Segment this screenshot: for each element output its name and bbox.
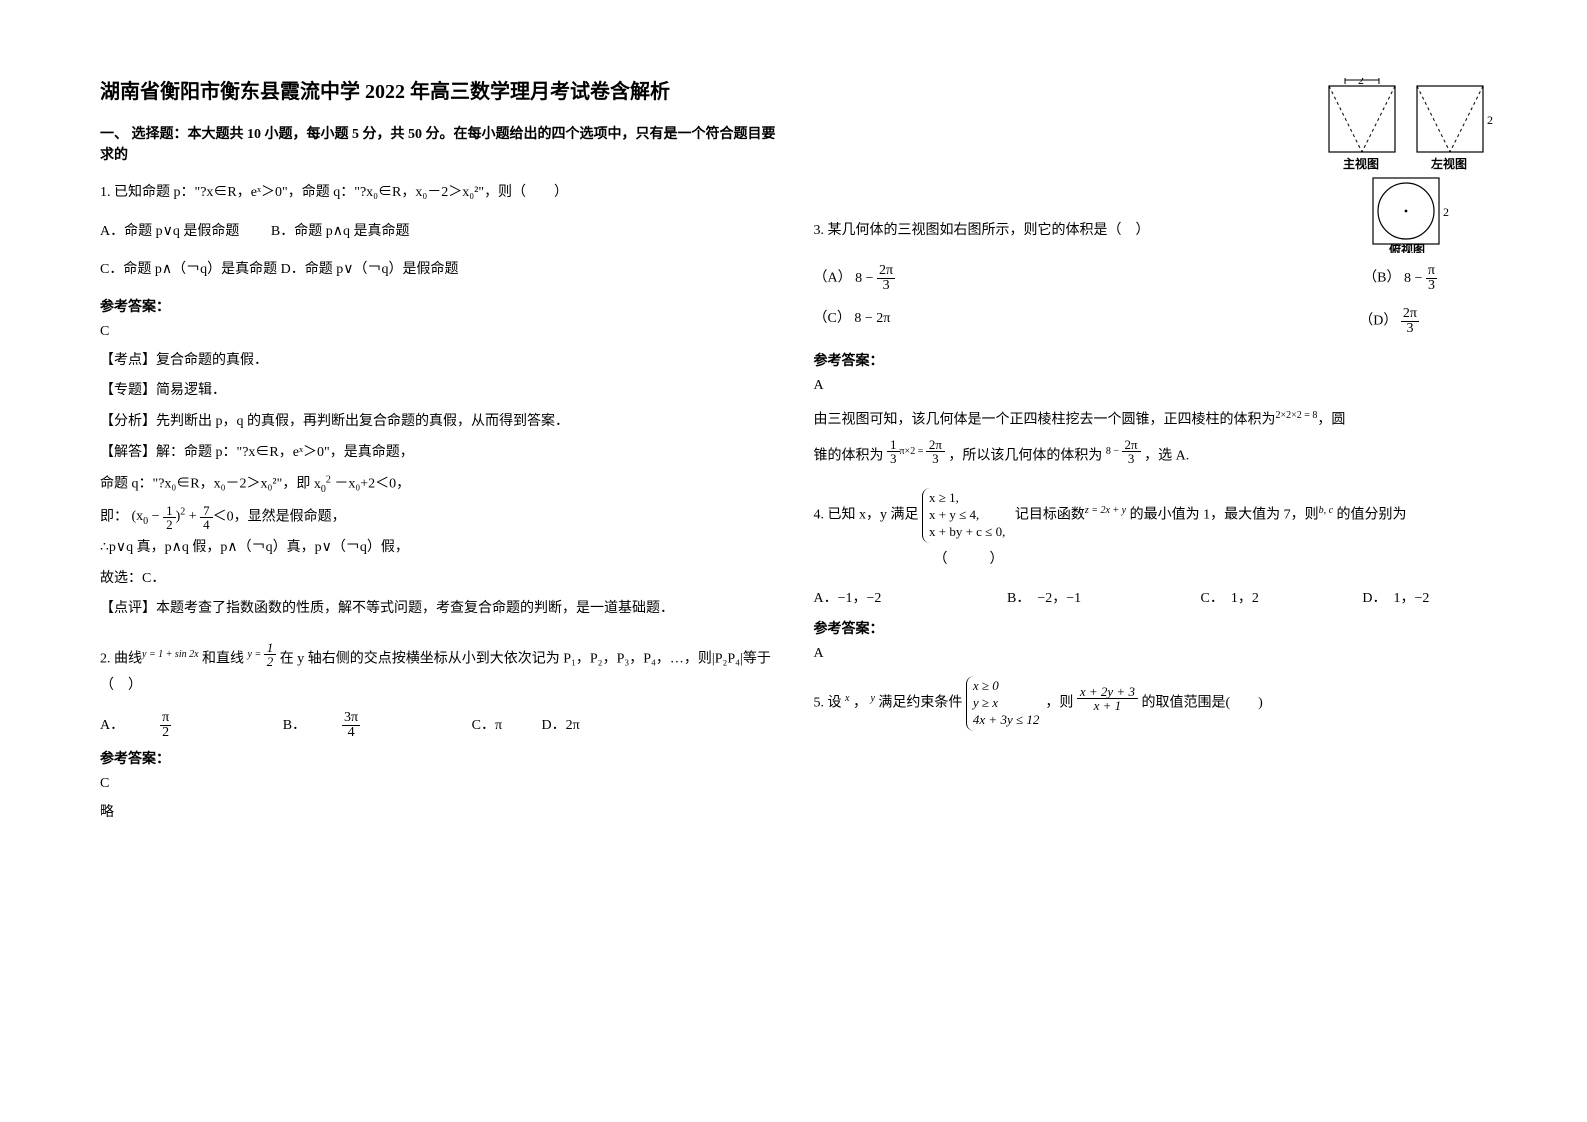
q2-formula-b: y = 12 [248, 649, 277, 660]
q1-answer-label: 参考答案： [100, 296, 784, 316]
q3-optD: （D） 2π3 [1359, 307, 1419, 336]
q3-answer-label: 参考答案： [814, 350, 1498, 370]
q2-e1: 略 [100, 800, 784, 827]
q5-stem-f: ，则 [1045, 696, 1073, 711]
q3-optC: （C） 8 − 2π [814, 307, 891, 336]
q4-stem-f: 的值分别为 [1337, 508, 1407, 523]
q1-optB: B．命题 p∧q 是真命题 [271, 224, 410, 239]
q4-answer-label: 参考答案： [814, 618, 1498, 638]
q2-formula-a: y = 1 + sin 2x [142, 649, 199, 660]
q4-stem-b: 记目标函数 [1015, 508, 1085, 523]
svg-text:2: 2 [1487, 113, 1493, 127]
q2-optC: C．π [472, 714, 502, 734]
q4-stem-c: z = 2x + y [1085, 505, 1126, 516]
q2-stem-b: 和直线 [202, 651, 248, 666]
q1-e9: 【点评】本题考查了指数函数的性质，解不等式问题，考查复合命题的判断，是一道基础题… [100, 596, 784, 623]
label-fushitu: 俯视图 [1389, 242, 1425, 253]
q3-optB: （B） 8 − π3 [1363, 264, 1437, 293]
q5-brace: x ≥ 0 y ≥ x 4x + 3y ≤ 12 [966, 676, 1045, 731]
question-4: 4. 已知 x，y 满足 x ≥ 1, x + y ≤ 4, x + by + … [814, 488, 1498, 573]
q1-e8: 故选：C． [100, 566, 784, 593]
q5-comma: ， [853, 696, 867, 711]
q1-e7: ∴p∨q 真，p∧q 假，p∧（￢q）真，p∨（￢q）假， [100, 535, 784, 562]
q4-stem-a: 4. 已知 x，y 满足 [814, 508, 919, 523]
svg-text:2: 2 [1358, 78, 1364, 87]
q1-e5: 命题 q："?x₀∈R，x₀－2＞x₀²"，即 x02 －x₀+2＜0， [100, 470, 784, 498]
q2-answer-label: 参考答案： [100, 748, 784, 768]
q4-brace: x ≥ 1, x + y ≤ 4, x + by + c ≤ 0, [922, 488, 1011, 543]
label-zuoshitu: 左视图 [1430, 156, 1467, 171]
question-1: 1. 已知命题 p："?x∈R，eˣ＞0"，命题 q："?x₀∈R，x₀－2＞x… [100, 180, 784, 284]
q1-e1: 【考点】复合命题的真假． [100, 348, 784, 375]
question-3-block: 2 2 主视图 左视图 2 俯视图 3. 某几何体的三视图如右图所示，则它的体积… [814, 78, 1498, 336]
q1-e6b: ＜0，显然是假命题， [213, 509, 346, 524]
q2-options: A．π2 B．3π4 C．π D．2π [100, 711, 784, 740]
q4-optD: D． 1，−2 [1362, 586, 1429, 613]
q1-e5b: －x₀+2＜0， [334, 477, 410, 492]
q3-optA: （A） 8 − 2π3 [814, 264, 896, 293]
q1-optC: C．命题 p∧（￢q）是真命题 [100, 262, 277, 277]
q1-stem: 1. 已知命题 p："?x∈R，eˣ＞0"，命题 q："?x₀∈R，x₀－2＞x… [100, 180, 784, 207]
q3-e2: 锥的体积为 13π×2 = 2π3 ，所以该几何体的体积为 8 − 2π3 ，选… [814, 438, 1498, 470]
q1-e6-math: (x0 − 12)2 + 74 [132, 509, 213, 524]
q5-frac: x + 2y + 3x + 1 [1077, 693, 1138, 704]
q2-stem-c: 在 y 轴右侧的交点按横坐标从小到大依次记为 P₁，P₂，P₃，P₄，…，则|P… [100, 651, 771, 693]
q5-stem-e: 满足约束条件 [878, 696, 962, 711]
q1-answer: C [100, 324, 784, 340]
q3-e1: 由三视图可知，该几何体是一个正四棱柱挖去一个圆锥，正四棱柱的体积为2×2×2 =… [814, 406, 1498, 434]
q1-e2: 【专题】简易逻辑． [100, 378, 784, 405]
q1-optA: A．命题 p∨q 是假命题 [100, 224, 239, 239]
q1-e6a: 即： [100, 509, 128, 524]
svg-text:2: 2 [1443, 205, 1449, 219]
q3-answer: A [814, 378, 1498, 394]
label-zhushitu: 主视图 [1343, 156, 1379, 171]
q5-y: y [870, 693, 874, 704]
q4-stem-d: 的最小值为 1，最大值为 7，则 [1130, 508, 1319, 523]
section-heading: 一、 选择题：本大题共 10 小题，每小题 5 分，共 50 分。在每小题给出的… [100, 124, 784, 166]
q1-e5-math: x02 [314, 477, 331, 492]
q5-stem-g: 的取值范围是( ) [1141, 696, 1262, 711]
q4-stem-e: b, c [1319, 505, 1333, 516]
q2-optB: B．3π4 [283, 711, 432, 740]
q4-optC: C． 1，2 [1201, 591, 1259, 606]
page-title: 湖南省衡阳市衡东县霞流中学 2022 年高三数学理月考试卷含解析 [100, 78, 784, 106]
q4-blank: （ ） [934, 552, 1004, 567]
q1-optD: D．命题 p∨（￢q）是假命题 [277, 262, 458, 277]
q2-optA: A．π2 [100, 711, 243, 740]
q1-e3: 【分析】先判断出 p，q 的真假，再判断出复合命题的真假，从而得到答案． [100, 409, 784, 436]
question-5: 5. 设 x ， y 满足约束条件 x ≥ 0 y ≥ x 4x + 3y ≤ … [814, 676, 1498, 731]
q1-e4: 【解答】解：命题 p："?x∈R，eˣ＞0"，是真命题， [100, 440, 784, 467]
q1-e5a: 命题 q："?x₀∈R，x₀－2＞x₀²"，即 [100, 477, 310, 492]
q2-stem-a: 2. 曲线 [100, 651, 142, 666]
q4-optB: B． −2，−1 [1007, 586, 1197, 613]
q1-e6: 即： (x0 − 12)2 + 74＜0，显然是假命题， [100, 503, 784, 531]
q5-stem-a: 5. 设 [814, 696, 842, 711]
three-view-diagram: 2 2 主视图 左视图 2 俯视图 [1317, 78, 1497, 258]
q4-optA: A．−1，−2 [814, 586, 1004, 613]
q5-x: x [845, 693, 849, 704]
q4-answer: A [814, 646, 1498, 662]
q2-optD: D．2π [542, 714, 580, 734]
q2-answer: C [100, 776, 784, 792]
question-2: 2. 曲线y = 1 + sin 2x 和直线 y = 12 在 y 轴右侧的交… [100, 641, 784, 700]
q4-options: A．−1，−2 B． −2，−1 C． 1，2 D． 1，−2 [814, 586, 1498, 613]
